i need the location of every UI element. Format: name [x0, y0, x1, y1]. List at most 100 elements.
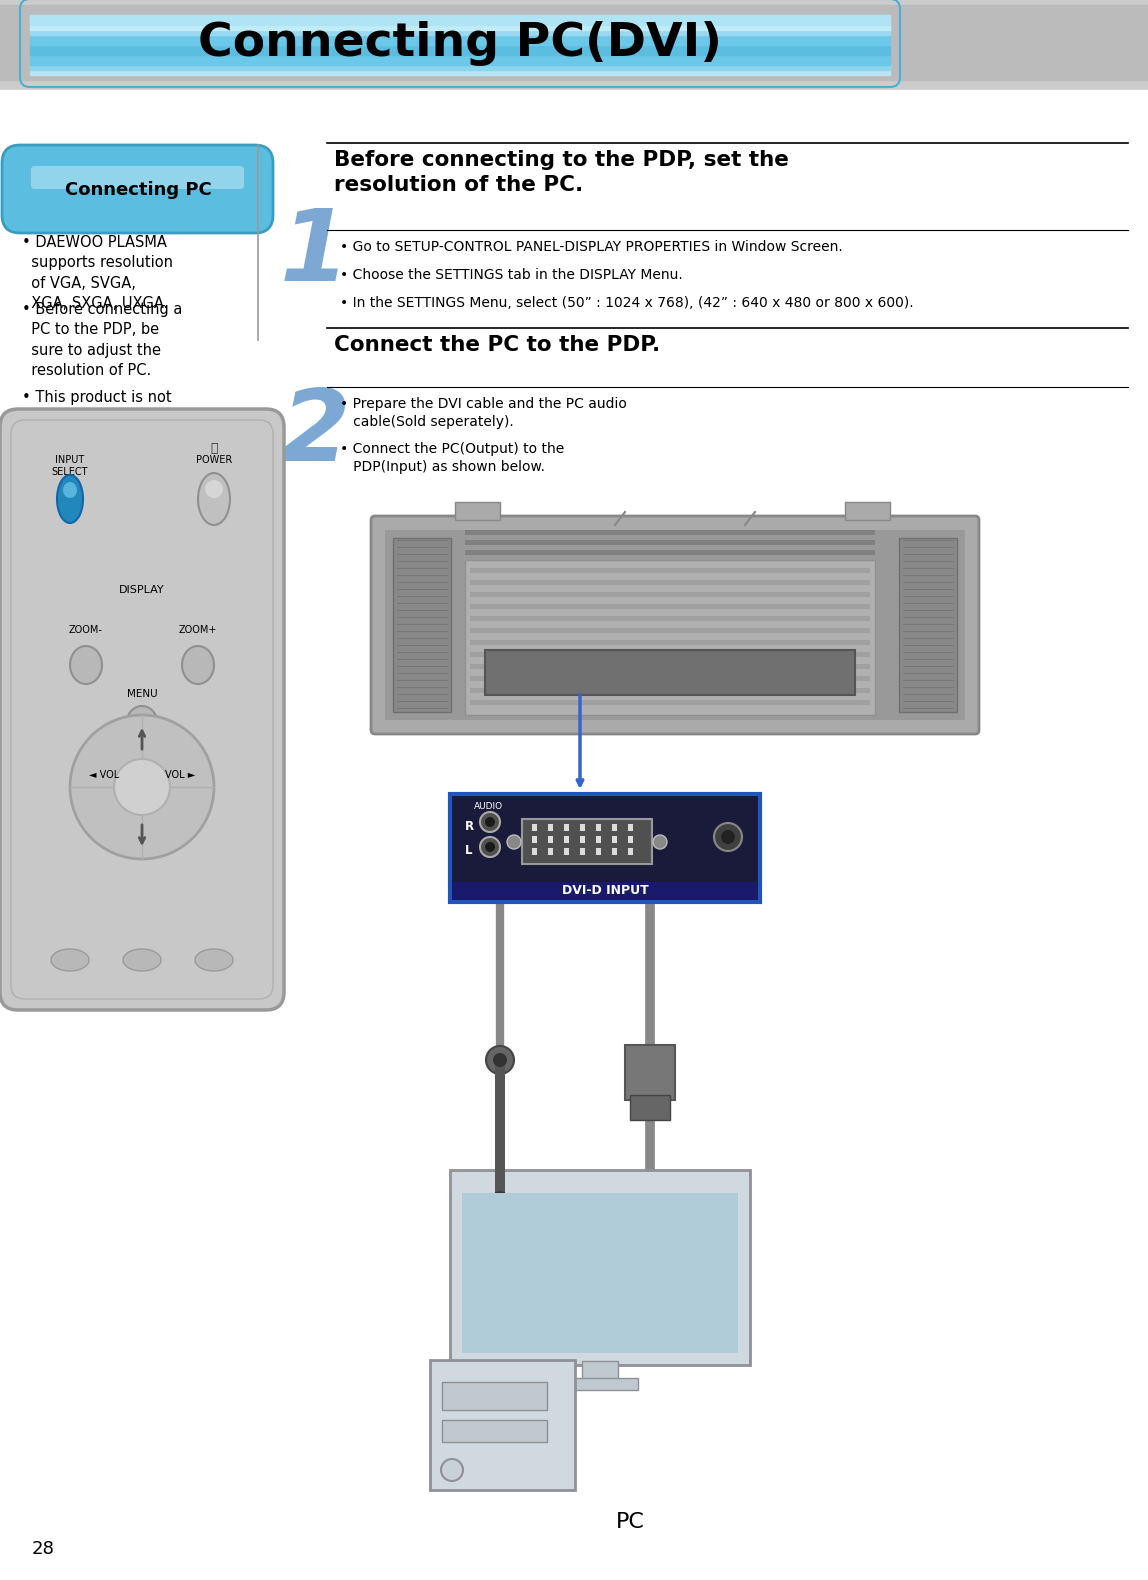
Bar [564, 825, 569, 831]
Ellipse shape [70, 646, 102, 684]
Bar [628, 836, 633, 844]
Ellipse shape [205, 480, 223, 498]
Bar [548, 825, 553, 831]
Bar [30, 60, 890, 70]
Text: ⏻: ⏻ [210, 442, 218, 455]
Circle shape [70, 716, 214, 860]
Text: L: L [465, 844, 473, 856]
Bar [450, 795, 760, 902]
Bar [452, 882, 758, 901]
Bar [470, 592, 870, 597]
Bar [582, 1360, 618, 1382]
Text: INPUT
SELECT: INPUT SELECT [52, 455, 88, 477]
Bar [580, 825, 585, 831]
Text: ZOOM-: ZOOM- [69, 626, 103, 635]
Bar [470, 580, 870, 585]
Bar [596, 848, 602, 855]
Bar [596, 836, 602, 844]
Bar [0, 0, 1148, 90]
Bar [470, 653, 870, 657]
Circle shape [653, 834, 667, 848]
Circle shape [486, 1046, 514, 1074]
Bar [899, 539, 957, 713]
Text: ZOOM+: ZOOM+ [179, 626, 217, 635]
Text: 2: 2 [280, 386, 350, 482]
Bar [628, 825, 633, 831]
Text: 28: 28 [32, 1540, 55, 1558]
Circle shape [484, 817, 495, 826]
Bar [564, 848, 569, 855]
Bar [497, 1199, 503, 1270]
Circle shape [480, 812, 501, 833]
Bar [470, 676, 870, 681]
Circle shape [484, 842, 495, 852]
Bar [630, 1095, 670, 1120]
Bar [548, 848, 553, 855]
Bar [393, 539, 451, 713]
Circle shape [480, 837, 501, 856]
Circle shape [492, 1052, 507, 1066]
Circle shape [490, 1191, 510, 1212]
Bar [470, 604, 870, 608]
Text: Connect the PC to the PDP.: Connect the PC to the PDP. [334, 335, 660, 356]
Bar [612, 825, 616, 831]
Bar [625, 1194, 675, 1250]
FancyBboxPatch shape [2, 145, 273, 232]
Bar [30, 21, 890, 30]
Ellipse shape [126, 706, 158, 744]
Bar [612, 848, 616, 855]
Bar [461, 1193, 738, 1352]
Text: Before connecting to the PDP, set the
resolution of the PC.: Before connecting to the PDP, set the re… [334, 150, 789, 194]
Bar [470, 616, 870, 621]
Text: Connecting PC: Connecting PC [64, 182, 211, 199]
Ellipse shape [63, 482, 77, 498]
Bar [532, 825, 537, 831]
Ellipse shape [197, 472, 230, 525]
Text: PC: PC [615, 1512, 644, 1533]
Bar [30, 44, 890, 55]
Circle shape [507, 834, 521, 848]
Circle shape [714, 823, 742, 852]
Bar [628, 848, 633, 855]
Ellipse shape [195, 950, 233, 972]
Bar [470, 664, 870, 668]
Bar [30, 35, 890, 44]
Text: Connecting PC(DVI): Connecting PC(DVI) [199, 21, 722, 65]
Circle shape [114, 758, 170, 815]
Text: R: R [465, 820, 474, 833]
Ellipse shape [123, 950, 161, 972]
Bar [30, 65, 890, 74]
Bar [495, 1060, 505, 1199]
Circle shape [441, 1458, 463, 1480]
Bar [484, 649, 855, 695]
Text: • Choose the SETTINGS tab in the DISPLAY Menu.: • Choose the SETTINGS tab in the DISPLAY… [340, 269, 683, 281]
Text: • DAEWOO PLASMA
  supports resolution
  of VGA, SVGA,
  XGA, SXGA, UXGA.: • DAEWOO PLASMA supports resolution of V… [22, 235, 173, 311]
Bar [563, 1378, 638, 1390]
Text: 1: 1 [280, 205, 350, 302]
Bar [564, 836, 569, 844]
Text: • Prepare the DVI cable and the PC audio
   cable(Sold seperately).: • Prepare the DVI cable and the PC audio… [340, 397, 627, 430]
Text: DVI: DVI [637, 1296, 673, 1315]
Ellipse shape [183, 646, 214, 684]
Bar [845, 502, 890, 520]
Bar [548, 836, 553, 844]
Bar [596, 825, 602, 831]
Bar [385, 529, 965, 720]
Bar [470, 567, 870, 574]
Bar [580, 848, 585, 855]
Bar [522, 818, 652, 864]
Circle shape [721, 830, 735, 844]
Text: • Go to SETUP-CONTROL PANEL-DISPLAY PROPERTIES in Window Screen.: • Go to SETUP-CONTROL PANEL-DISPLAY PROP… [340, 240, 843, 254]
Bar [30, 25, 890, 35]
Bar [470, 687, 870, 694]
Text: • In the SETTINGS Menu, select (50” : 1024 x 768), (42” : 640 x 480 or 800 x 600: • In the SETTINGS Menu, select (50” : 10… [340, 295, 914, 310]
Ellipse shape [51, 950, 90, 972]
Text: ◄ VOL: ◄ VOL [88, 769, 119, 781]
Text: AUDIO: AUDIO [473, 803, 503, 811]
Bar [465, 540, 875, 545]
Bar [465, 550, 875, 555]
Bar [465, 559, 875, 716]
Text: • This product is not
  supported by Plug
  and Play, so select
  Standard Monit: • This product is not supported by Plug … [22, 390, 171, 507]
Bar [470, 627, 870, 634]
Bar [532, 848, 537, 855]
